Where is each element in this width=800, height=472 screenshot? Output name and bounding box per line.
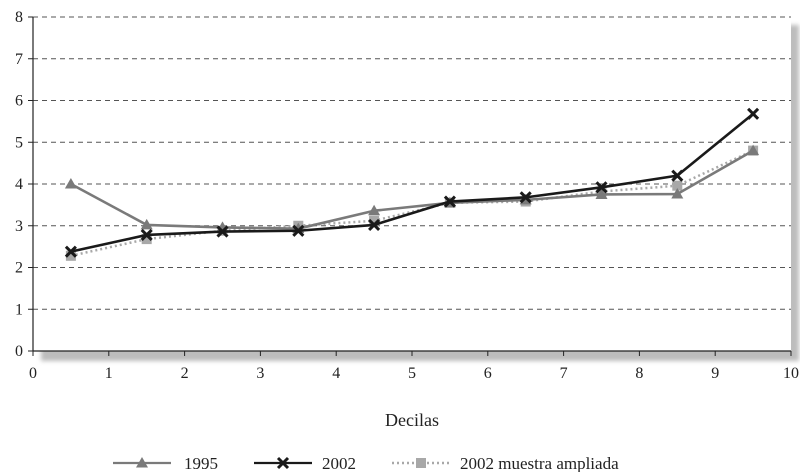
data-point [747, 144, 760, 156]
marker-stroke [671, 169, 684, 182]
x-tick-label: 0 [29, 365, 37, 382]
data-point [443, 195, 456, 208]
x-tick-label: 10 [783, 365, 799, 382]
legend-marker [276, 456, 290, 470]
marker-stroke [276, 456, 290, 470]
y-tick-label: 1 [15, 301, 23, 318]
x-tick-label: 7 [560, 365, 568, 382]
marker-stroke [443, 195, 456, 208]
x-axis-title: Decilas [385, 410, 439, 430]
data-point [519, 191, 532, 204]
gridlines [33, 16, 791, 310]
legend-label: 2002 [322, 454, 356, 472]
y-tick-label: 8 [15, 9, 23, 26]
marker-stroke [64, 245, 77, 258]
data-point [672, 180, 683, 191]
data-point [216, 225, 229, 238]
data-point [671, 169, 684, 182]
data-point [292, 224, 305, 237]
data-point [368, 218, 381, 231]
series-2002 [64, 107, 760, 258]
x-tick-label: 4 [332, 365, 340, 382]
marker-stroke [595, 181, 608, 194]
series-line [70, 149, 754, 258]
legend-label: 2002 muestra ampliada [460, 454, 619, 472]
legend-item: 1995 [113, 454, 218, 472]
x-axis-ticks: 0 1 2 3 4 5 6 7 8 9 10 [29, 351, 799, 382]
x-tick-label: 8 [635, 365, 643, 382]
legend-marker [136, 457, 148, 468]
y-tick-label: 0 [15, 343, 23, 360]
y-tick-label: 4 [15, 176, 23, 193]
y-tick-label: 6 [15, 93, 23, 110]
series-line [70, 112, 754, 253]
x-tick-label: 2 [181, 365, 189, 382]
marker-stroke [292, 224, 305, 237]
data-point [369, 215, 380, 226]
x-tick-label: 6 [484, 365, 492, 382]
marker-stroke [519, 191, 532, 204]
y-axis-ticks: 0 1 2 3 4 5 6 7 8 [15, 9, 33, 360]
marker-stroke [368, 218, 381, 231]
x-tick-label: 5 [408, 365, 416, 382]
legend-marker [416, 458, 426, 468]
x-tick-label: 3 [256, 365, 264, 382]
y-tick-label: 7 [15, 51, 23, 68]
legend-item: 2002 muestra ampliada [392, 454, 619, 472]
marker-stroke [216, 225, 229, 238]
series-line [70, 149, 754, 230]
marker-stroke [747, 107, 760, 120]
y-tick-label: 2 [15, 260, 23, 277]
y-tick-label: 5 [15, 134, 23, 151]
data-point [64, 178, 77, 189]
data-point [140, 228, 153, 241]
series-group [64, 107, 760, 261]
marker-stroke [140, 228, 153, 241]
legend: 1995 2002 2002 muestra ampliada [113, 454, 619, 472]
y-tick-label: 3 [15, 218, 23, 235]
x-tick-label: 9 [711, 365, 719, 382]
data-point [368, 204, 381, 216]
data-point [595, 181, 608, 194]
data-point [64, 245, 77, 258]
data-point [747, 107, 760, 120]
data-point [140, 218, 153, 230]
legend-label: 1995 [184, 454, 218, 472]
x-tick-label: 1 [105, 365, 113, 382]
data-point [671, 188, 684, 199]
data-point [65, 250, 76, 261]
data-point [595, 188, 608, 199]
legend-item: 2002 [254, 454, 356, 472]
data-point [141, 234, 152, 245]
